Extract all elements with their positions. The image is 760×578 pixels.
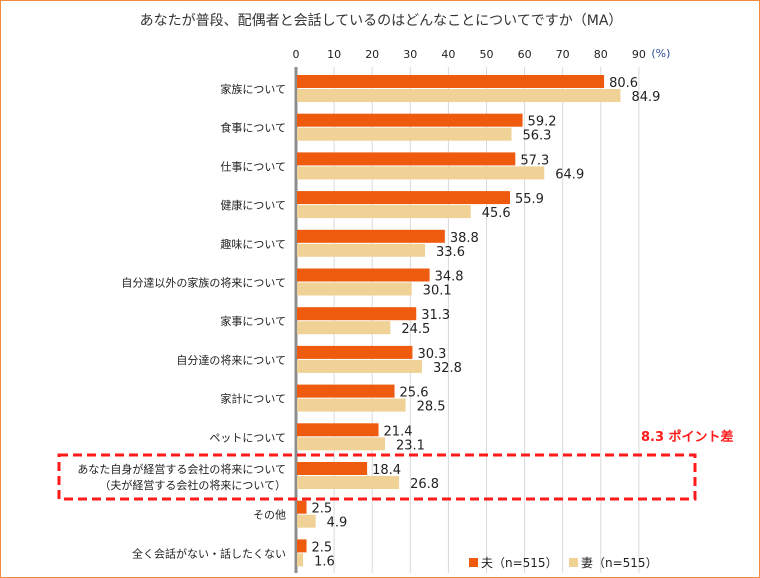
bar-wife xyxy=(297,321,391,335)
legend-label: 妻（n=515） xyxy=(581,556,658,570)
data-label: 38.8 xyxy=(450,231,479,246)
bar-wife xyxy=(297,398,406,412)
data-label: 2.5 xyxy=(312,540,333,555)
x-tick-label: 40 xyxy=(441,48,455,61)
bar-husband xyxy=(297,229,445,243)
data-label: 34.8 xyxy=(435,270,464,285)
data-label: 23.1 xyxy=(396,438,425,453)
x-tick-label: 0 xyxy=(293,48,300,61)
bar-husband xyxy=(297,268,430,282)
bar-wife xyxy=(297,476,400,489)
bar-husband xyxy=(297,191,510,205)
data-label: 84.9 xyxy=(631,90,660,105)
difference-annotation: 8.3 ポイント差 xyxy=(641,429,734,445)
bar-wife xyxy=(297,166,545,180)
data-label: 28.5 xyxy=(417,400,446,415)
category-label: 自分達の将来について xyxy=(176,354,286,367)
data-label: 59.2 xyxy=(528,115,557,130)
bar-wife xyxy=(297,282,412,296)
bar-wife xyxy=(297,514,316,528)
x-tick-label: 30 xyxy=(403,48,417,61)
data-label: 21.4 xyxy=(384,424,413,439)
data-label: 31.3 xyxy=(421,308,450,323)
bar-wife xyxy=(297,359,422,373)
category-label: 仕事について xyxy=(220,160,286,173)
category-label: 趣味について xyxy=(220,237,286,251)
category-label: その他 xyxy=(253,509,286,522)
x-tick-label: 50 xyxy=(480,48,494,61)
category-label: 家計について xyxy=(220,392,286,406)
bar-wife xyxy=(297,553,304,567)
data-label: 33.6 xyxy=(436,245,465,260)
bar-husband xyxy=(297,500,307,514)
legend-swatch xyxy=(569,558,578,567)
bar-husband xyxy=(297,113,523,127)
data-label: 56.3 xyxy=(523,129,552,144)
data-label: 30.3 xyxy=(417,347,446,362)
category-label: （夫が経営する会社の将来について） xyxy=(99,478,286,492)
data-label: 80.6 xyxy=(609,76,638,91)
x-tick-label: 20 xyxy=(365,48,379,61)
category-label: ペットについて xyxy=(209,431,286,444)
data-label: 25.6 xyxy=(400,386,429,401)
highlight-box xyxy=(57,453,697,501)
category-label: あなた自身が経営する会社の将来について xyxy=(77,462,286,476)
category-label: 全く会話がない・話したくない xyxy=(132,546,286,560)
bar-husband xyxy=(297,423,379,437)
category-label: 食事について xyxy=(220,121,286,135)
bar-husband xyxy=(297,345,413,359)
bar-husband xyxy=(297,307,417,321)
data-label: 2.5 xyxy=(312,502,333,517)
bar-husband xyxy=(297,384,395,398)
chart-title: あなたが普段、配偶者と会話しているのはどんなことについてですか（MA） xyxy=(140,12,623,29)
category-label: 家族について xyxy=(220,82,286,96)
data-label: 57.3 xyxy=(520,153,549,168)
data-label: 4.9 xyxy=(327,516,348,531)
legend-label: 夫（n=515） xyxy=(481,556,558,570)
bar-wife xyxy=(297,205,471,219)
data-label: 1.6 xyxy=(314,554,335,569)
bar-husband xyxy=(297,75,605,88)
category-label: 健康について xyxy=(220,198,286,212)
bar-husband xyxy=(297,462,368,475)
category-label: 家事について xyxy=(220,314,286,328)
data-label: 55.9 xyxy=(515,192,544,207)
data-label: 45.6 xyxy=(482,206,511,221)
bar-wife xyxy=(297,437,386,451)
bar-husband xyxy=(297,152,516,166)
unit-label: (%) xyxy=(651,47,670,60)
bar-wife xyxy=(297,127,512,141)
data-label: 26.8 xyxy=(410,477,439,492)
x-tick-label: 60 xyxy=(518,48,532,61)
bar-wife xyxy=(297,89,621,102)
bar-husband xyxy=(297,539,307,553)
data-label: 24.5 xyxy=(401,322,430,337)
data-label: 32.8 xyxy=(433,361,462,376)
x-tick-label: 10 xyxy=(327,48,341,61)
x-tick-label: 90 xyxy=(632,48,646,61)
legend-swatch xyxy=(469,558,478,567)
x-tick-label: 70 xyxy=(556,48,570,61)
x-tick-label: 80 xyxy=(594,48,608,61)
data-label: 64.9 xyxy=(555,167,584,182)
data-label: 30.1 xyxy=(423,284,452,299)
bar-wife xyxy=(297,243,426,257)
category-label: 自分達以外の家族の将来について xyxy=(121,276,286,290)
data-label: 18.4 xyxy=(372,463,401,478)
